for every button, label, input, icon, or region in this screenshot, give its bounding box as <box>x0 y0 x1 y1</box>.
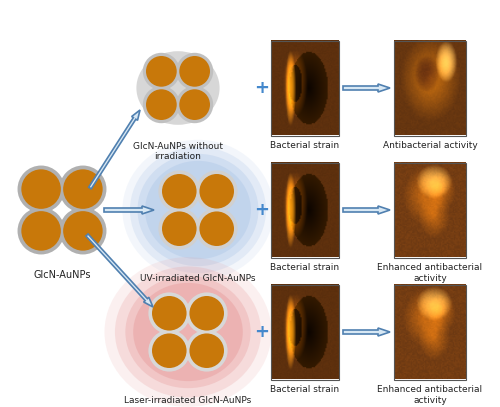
Ellipse shape <box>104 257 272 407</box>
Circle shape <box>180 89 210 120</box>
Bar <box>271 41 339 136</box>
Circle shape <box>60 166 106 213</box>
Circle shape <box>200 212 234 246</box>
Circle shape <box>196 171 237 212</box>
Text: Laser-irradiated GlcN-AuNPs: Laser-irradiated GlcN-AuNPs <box>124 396 252 405</box>
Text: Enhanced antibacterial
activity: Enhanced antibacterial activity <box>378 263 482 283</box>
Text: GlcN-AuNPs: GlcN-AuNPs <box>33 270 91 280</box>
Bar <box>394 41 466 136</box>
Circle shape <box>158 171 200 212</box>
Text: +: + <box>254 323 270 341</box>
Bar <box>271 284 339 379</box>
Circle shape <box>63 211 102 251</box>
FancyArrow shape <box>343 84 390 92</box>
Ellipse shape <box>126 276 250 388</box>
Circle shape <box>190 296 224 330</box>
Circle shape <box>190 333 224 368</box>
Circle shape <box>63 169 102 209</box>
Circle shape <box>18 166 64 213</box>
Bar <box>394 162 466 258</box>
Bar <box>271 162 339 258</box>
Circle shape <box>60 207 106 254</box>
Ellipse shape <box>136 51 220 125</box>
FancyArrow shape <box>86 234 153 307</box>
Ellipse shape <box>115 267 261 398</box>
Circle shape <box>200 174 234 208</box>
Text: GlcN-AuNPs without
irradiation: GlcN-AuNPs without irradiation <box>133 142 223 162</box>
Ellipse shape <box>138 154 258 266</box>
Text: UV-irradiated GlcN-AuNPs: UV-irradiated GlcN-AuNPs <box>140 274 256 283</box>
Circle shape <box>143 86 180 123</box>
Circle shape <box>148 330 190 372</box>
Circle shape <box>146 56 176 87</box>
Circle shape <box>146 89 176 120</box>
Circle shape <box>186 330 228 372</box>
Circle shape <box>22 211 61 251</box>
Circle shape <box>196 208 237 249</box>
Ellipse shape <box>145 161 251 259</box>
Circle shape <box>18 207 64 254</box>
Circle shape <box>162 212 196 246</box>
Ellipse shape <box>122 140 274 280</box>
Circle shape <box>148 292 190 334</box>
Bar <box>394 284 466 379</box>
Text: Antibacterial activity: Antibacterial activity <box>382 142 478 151</box>
FancyArrow shape <box>88 110 140 189</box>
FancyArrow shape <box>343 328 390 336</box>
Circle shape <box>143 53 180 90</box>
FancyArrow shape <box>104 206 154 214</box>
Text: Bacterial strain: Bacterial strain <box>270 263 340 273</box>
Circle shape <box>180 56 210 87</box>
Text: +: + <box>254 201 270 219</box>
Circle shape <box>158 208 200 249</box>
FancyArrow shape <box>343 206 390 214</box>
Text: Enhanced antibacterial
activity: Enhanced antibacterial activity <box>378 385 482 405</box>
Ellipse shape <box>133 283 243 381</box>
Text: Bacterial strain: Bacterial strain <box>270 385 340 394</box>
Text: Bacterial strain: Bacterial strain <box>270 142 340 151</box>
Circle shape <box>186 292 228 334</box>
Circle shape <box>152 333 186 368</box>
Text: +: + <box>254 79 270 97</box>
Circle shape <box>176 53 213 90</box>
Ellipse shape <box>130 147 266 273</box>
Circle shape <box>152 296 186 330</box>
Circle shape <box>162 174 196 208</box>
Circle shape <box>22 169 61 209</box>
Circle shape <box>176 86 213 123</box>
